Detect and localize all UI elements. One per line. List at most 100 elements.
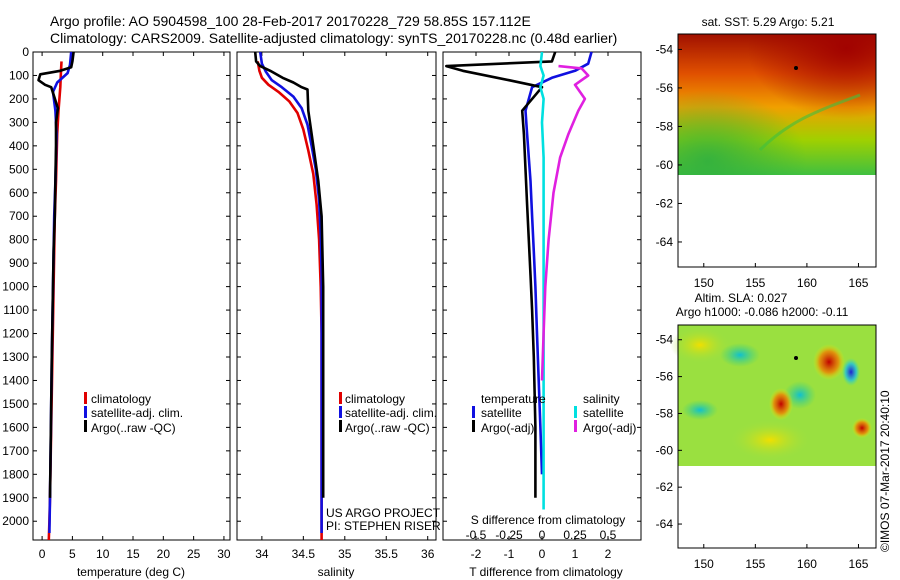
x-tick-label: 0 (539, 547, 546, 561)
map-y-tick-label: -60 (656, 158, 674, 172)
imos-credit: ©IMOS 07-Mar-2017 20:40:10 (878, 390, 892, 552)
depth-tick-label: 800 (9, 233, 29, 247)
map-y-tick-label: -64 (656, 517, 674, 531)
map-x-tick-label: 160 (797, 276, 817, 290)
series-line-argo-raw-qc (253, 51, 325, 498)
legend-swatch-s-argo (574, 420, 577, 432)
temperature-axes-frame (32, 51, 231, 541)
sla-map-frame (677, 324, 877, 549)
map-y-tick-label: -58 (656, 119, 674, 133)
depth-tick-label: 400 (9, 139, 29, 153)
x-tick-label: 5 (69, 547, 76, 561)
x-tick-label: 25 (187, 547, 201, 561)
legend-swatch-s-satellite (574, 406, 577, 418)
depth-tick-label: 1700 (2, 444, 29, 458)
depth-tick-label: 1400 (2, 373, 29, 387)
series-line-argo-adj (444, 51, 557, 498)
depth-tick-label: 700 (9, 209, 29, 223)
sla-map-title-line2: Argo h1000: -0.086 h2000: -0.11 (676, 305, 849, 319)
sla-heatmap (670, 325, 876, 466)
legend-swatch-t-satellite (472, 406, 475, 418)
x-tick-label: 35 (338, 547, 352, 561)
legend-swatch-argo (339, 420, 342, 432)
depth-tick-label: 100 (9, 68, 29, 82)
t-difference-xlabel: T difference from climatology (469, 565, 623, 579)
salinity-xlabel: salinity (318, 565, 355, 579)
depth-tick-label: 1900 (2, 491, 29, 505)
salinity-ticks: 34 34.5 35 35.5 36 (237, 51, 436, 561)
depth-tick-label: 500 (9, 162, 29, 176)
sst-map-frame (677, 33, 877, 268)
map-y-tick-label: -54 (656, 42, 674, 56)
map-y-tick-label: -56 (656, 370, 674, 384)
difference-panel: -2 -1 0 1 2 -0.5 -0.25 0 0.25 0.5 temperature sa… (442, 51, 642, 579)
depth-tick-label: 1300 (2, 350, 29, 364)
legend-swatch-satellite (84, 406, 87, 418)
s-difference-tick-label: -0.25 (495, 528, 523, 542)
depth-tick-label: 200 (9, 92, 29, 106)
s-difference-tick-label: 0.25 (563, 528, 587, 542)
legend-label-satellite: satellite-adj. clim. (345, 406, 437, 420)
map-x-tick-label: 155 (745, 276, 765, 290)
map-y-tick-label: -58 (656, 406, 674, 420)
temperature-panel: 0100200300400500600700800900100011001200… (2, 45, 231, 579)
legend-label-t-satellite: satellite (481, 406, 522, 420)
sla-yellow-1 (670, 327, 730, 363)
x-tick-label: 1 (572, 547, 579, 561)
legend-label-climatology: climatology (345, 392, 405, 406)
x-tick-label: 34.5 (292, 547, 316, 561)
map-y-tick-label: -60 (656, 443, 674, 457)
salinity-axes-frame (236, 51, 437, 541)
depth-tick-label: 0 (22, 45, 29, 59)
legend-swatch-satellite (339, 406, 342, 418)
x-tick-label: 30 (217, 547, 231, 561)
sst-cool-patch (678, 34, 876, 175)
depth-tick-label: 1800 (2, 467, 29, 481)
x-tick-label: -1 (504, 547, 515, 561)
depth-ticks: 0 100 200 300 400 500 600 700 800 900 1000 1100 1200… (2, 45, 29, 528)
s-difference-tick-label: 0.5 (600, 528, 617, 542)
temperature-ticks: 0 5 10 15 20 25 30 (33, 51, 231, 561)
t-difference-ticks: -2 -1 0 1 2 (443, 51, 641, 561)
depth-tick-label: 1100 (3, 303, 29, 317)
s-difference-ticks: -0.5 -0.25 0 0.25 0.5 (466, 528, 617, 542)
x-tick-label: -2 (471, 547, 482, 561)
x-tick-label: 15 (126, 547, 140, 561)
map-x-tick-label: 160 (797, 557, 817, 571)
map-y-tick-label: -62 (656, 480, 674, 494)
map-x-tick-label: 165 (848, 557, 868, 571)
depth-tick-label: 1600 (2, 420, 29, 434)
sla-cyan-2 (682, 400, 718, 420)
salinity-panel: 34 34.5 35 35.5 36 climatology satellite-adj… (236, 51, 441, 579)
legend-swatch-argo (84, 420, 87, 432)
depth-tick-label: 1500 (2, 397, 29, 411)
series-line-satellite (524, 51, 593, 475)
depth-tick-label: 2000 (2, 514, 29, 528)
sla-red-1 (813, 344, 845, 380)
sla-map-ticks: 150 155 160 165 -54 -56 -58 -60 -62 -64 (656, 333, 869, 571)
depth-tick-label: 300 (9, 115, 29, 129)
map-y-tick-label: -54 (656, 333, 674, 347)
project-annotation: US ARGO PROJECT (326, 506, 441, 520)
depth-tick-label: 900 (9, 256, 29, 270)
figure-title-line1: Argo profile: AO 5904598_100 28-Feb-2017… (50, 13, 531, 29)
x-tick-label: 34 (255, 547, 269, 561)
figure-title-line2: Climatology: CARS2009. Satellite-adjuste… (50, 30, 617, 46)
map-y-tick-label: -64 (656, 235, 674, 249)
sla-map-title-line1: Altim. SLA: 0.027 (695, 291, 788, 305)
sst-map-panel: sat. SST: 5.29 Argo: 5.21 150 155 160 165 -5… (656, 15, 877, 290)
map-x-tick-label: 155 (745, 557, 765, 571)
s-difference-xlabel: S difference from climatology (471, 513, 626, 527)
series-line-argo-adj (540, 64, 590, 381)
sla-cyan-1 (720, 343, 760, 367)
sla-red-2 (769, 388, 793, 420)
argo-position-marker (794, 356, 798, 360)
legend-header-salinity: salinity (583, 392, 620, 406)
x-tick-label: 2 (605, 547, 612, 561)
s-difference-tick-label: 0 (539, 528, 546, 542)
x-tick-label: 36 (421, 547, 435, 561)
salinity-legend: climatology satellite-adj. clim. Argo(..… (339, 392, 437, 435)
series-line-argo-raw-qc (37, 51, 75, 498)
legend-header-temperature: temperature (481, 392, 546, 406)
